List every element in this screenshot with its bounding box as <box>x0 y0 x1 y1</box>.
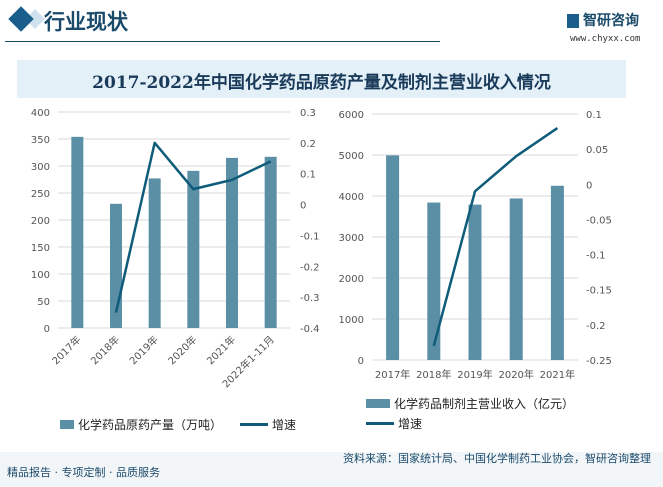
y-left-tick: 0 <box>44 324 50 335</box>
legend-label: 化学药品制剂主营业收入（亿元） <box>394 397 575 411</box>
y-right-tick: -0.2 <box>300 262 320 273</box>
footer-band <box>0 452 663 487</box>
y-left-tick: 350 <box>31 135 50 146</box>
bar <box>386 155 400 360</box>
y-left-tick: 50 <box>37 297 50 308</box>
y-left-tick: 0 <box>358 356 364 367</box>
y-left-tick: 300 <box>31 162 50 173</box>
bar <box>148 178 161 328</box>
y-left-tick: 400 <box>31 108 50 119</box>
y-right-tick: -0.25 <box>586 356 612 367</box>
footer-slogan: 精品报告 · 专项定制 · 品质服务 <box>7 466 160 479</box>
footer-source: 资料来源：国家统计局、中国化学制药工业协会，智研咨询整理 <box>343 452 651 465</box>
y-left-tick: 100 <box>31 270 50 281</box>
y-right-tick: 0.1 <box>586 110 602 121</box>
y-left-tick: 200 <box>31 216 50 227</box>
legend-label: 化学药品原药产量（万吨） <box>78 418 223 432</box>
logo-text: 智研咨询 <box>583 13 639 29</box>
brand-logo: 智研咨询 <box>567 10 639 30</box>
y-right-tick: -0.15 <box>586 286 612 297</box>
bar <box>71 136 84 328</box>
bar <box>187 170 200 328</box>
x-tick: 2017年 <box>375 368 410 381</box>
x-tick: 2017年 <box>49 333 83 367</box>
y-right-tick: -0.05 <box>586 215 612 226</box>
y-right-tick: 0.2 <box>300 139 316 150</box>
legend-label: 增速 <box>272 418 297 432</box>
legend-bar-swatch <box>60 420 74 429</box>
y-right-tick: 0 <box>586 180 592 191</box>
y-left-tick: 150 <box>31 243 50 254</box>
y-right-tick: -0.2 <box>586 321 606 332</box>
x-tick: 2019年 <box>457 368 492 381</box>
x-tick: 2021年 <box>540 368 575 381</box>
bar <box>427 202 441 360</box>
x-tick: 2019年 <box>127 333 161 367</box>
legend-line-left: 增速 <box>240 416 296 433</box>
bar <box>550 185 564 360</box>
y-right-tick: -0.4 <box>300 324 320 335</box>
y-right-tick: -0.3 <box>300 293 320 304</box>
brand-url: www.chyxx.com <box>570 34 641 44</box>
title-band <box>17 60 626 98</box>
y-right-tick: -0.1 <box>586 251 606 262</box>
y-left-tick: 1000 <box>339 315 364 326</box>
y-right-tick: 0.1 <box>300 170 316 181</box>
bar <box>226 157 238 328</box>
y-left-tick: 250 <box>31 189 50 200</box>
x-tick: 2021年 <box>204 333 238 367</box>
legend-line-swatch <box>366 422 394 425</box>
legend-bar-right: 化学药品制剂主营业收入（亿元） <box>366 395 574 412</box>
x-tick: 2018年 <box>88 333 122 367</box>
bar <box>468 204 482 360</box>
legend-line-swatch <box>240 423 268 426</box>
y-left-tick: 5000 <box>339 151 364 162</box>
bar <box>264 156 277 328</box>
legend-label: 增速 <box>398 417 423 431</box>
growth-line <box>432 127 559 347</box>
y-right-tick: 0 <box>300 201 306 212</box>
y-right-tick: 0.05 <box>586 145 608 156</box>
y-left-tick: 6000 <box>339 110 364 121</box>
y-left-tick: 2000 <box>339 274 364 285</box>
x-tick: 2018年 <box>416 368 451 381</box>
header-divider <box>5 41 440 42</box>
x-tick: 2020年 <box>498 368 533 381</box>
y-right-tick: -0.1 <box>300 231 320 242</box>
bar <box>509 198 523 360</box>
y-right-tick: 0.3 <box>300 108 316 119</box>
chart-title: 2017-2022年中国化学药品原药产量及制剂主营业收入情况 <box>92 73 551 93</box>
y-left-tick: 4000 <box>339 192 364 203</box>
y-left-tick: 3000 <box>339 233 364 244</box>
legend-line-right: 增速 <box>366 415 422 432</box>
logo-icon <box>567 14 579 28</box>
section-title: 行业现状 <box>44 10 128 34</box>
x-tick: 2020年 <box>165 333 199 367</box>
legend-bar-left: 化学药品原药产量（万吨） <box>60 416 222 433</box>
legend-bar-swatch <box>366 399 390 408</box>
